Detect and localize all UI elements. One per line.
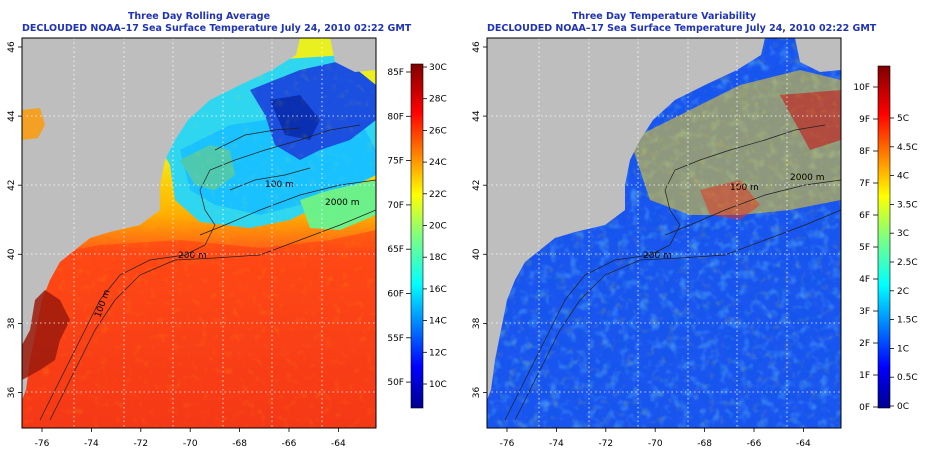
left-colorbar-c-label: 28C [429, 95, 447, 105]
left-lat-label: 44 [7, 110, 17, 122]
right-colorbar-f-label: 4F [859, 275, 870, 285]
right-lat-label: 46 [472, 41, 482, 53]
left-colorbar-c-label: 10C [429, 380, 447, 390]
left-lat-label: 36 [7, 387, 17, 399]
left-lat-label: 46 [7, 41, 17, 53]
left-lon-label: -76 [35, 439, 50, 449]
right-grid [487, 38, 841, 428]
right-colorbar-c-label: 3.5C [897, 200, 918, 210]
right-lon-label: -68 [697, 439, 712, 449]
right-contours [504, 124, 841, 421]
left-grid [22, 38, 376, 428]
left-map-frame [21, 37, 377, 429]
left-colorbar-c-label: 24C [429, 158, 447, 168]
right-colorbar-f-label: 2F [859, 339, 870, 349]
right-colorbar-f-label: 8F [859, 147, 870, 157]
right-colorbar-f-label: 10F [853, 83, 870, 93]
right-colorbar-f-label: 0F [859, 403, 870, 413]
left-colorbar-c-label: 16C [429, 285, 447, 295]
left-colorbar-f-label: 70F [387, 201, 404, 211]
left-colorbar-c-label: 22C [429, 190, 447, 200]
land-nova-scotia [330, 38, 376, 72]
left-colorbar-c-label: 12C [429, 348, 447, 358]
right-map-title: Three Day Temperature Variability [571, 11, 757, 22]
right-colorbar-c-label: 1C [897, 344, 909, 354]
right-colorbar-f-label: 6F [859, 211, 870, 221]
right-colorbar-c-label: 1.5C [897, 316, 918, 326]
left-colorbar-f-label: 65F [387, 245, 404, 255]
left-contours [39, 124, 376, 421]
right-lon-label: -70 [648, 439, 663, 449]
right-lat-label: 36 [472, 387, 482, 399]
right-colorbar-c-label: 2.5C [897, 258, 918, 268]
contour-label-200m-right: 200 m [643, 251, 672, 261]
left-lon-label: -68 [232, 439, 247, 449]
right-colorbar-c-label: 2C [897, 287, 909, 297]
left-map: 200 m 100 m 2000 m 100 m [22, 38, 376, 428]
right-colorbar-c-label: 4.5C [897, 143, 918, 153]
right-map: 200 m 2000 m 100 m [487, 38, 841, 428]
axes-layer: -76 -74 -72 -70 -68 -66 -64 46 44 42 40 38 36 -76 -74 -… [7, 41, 918, 449]
right-colorbar-f-label: 9F [859, 115, 870, 125]
left-lon-label: -66 [282, 439, 297, 449]
left-lon-label: -74 [84, 439, 99, 449]
right-lon-label: -66 [747, 439, 762, 449]
right-lat-label: 40 [472, 248, 482, 260]
left-colorbar-f-label: 80F [387, 112, 404, 122]
contour-label-2000m-left: 2000 m [325, 198, 360, 208]
left-colorbar-f-label: 50F [387, 378, 404, 388]
right-map-frame [486, 37, 842, 429]
right-lat-label: 38 [472, 317, 482, 329]
right-lon-label: -74 [549, 439, 564, 449]
right-colorbar-f-label: 7F [859, 179, 870, 189]
right-colorbar-c-label: 0C [897, 402, 909, 412]
right-colorbar [877, 65, 891, 409]
left-colorbar-c-label: 14C [429, 317, 447, 327]
right-lat-label: 42 [472, 179, 482, 190]
left-lat-label: 40 [7, 248, 17, 260]
left-map-title: Three Day Rolling Average [127, 11, 271, 22]
right-colorbar-f-label: 1F [859, 371, 870, 381]
contour-label-200m-left: 200 m [178, 251, 207, 261]
contour-label-2000m-right: 2000 m [790, 173, 825, 183]
left-lon-label: -70 [183, 439, 198, 449]
right-colorbar-f-label: 5F [859, 243, 870, 253]
right-colorbar-f-label: 3F [859, 307, 870, 317]
left-lat-label: 38 [7, 317, 17, 329]
land-us-coast [22, 38, 300, 400]
right-colorbar-c-label: 0.5C [897, 373, 918, 383]
left-lat-label: 42 [7, 179, 17, 190]
left-colorbar-f-label: 75F [387, 157, 404, 167]
left-colorbar-f-label: 55F [387, 334, 404, 344]
left-lon-label: -72 [133, 439, 148, 449]
left-colorbar-c-label: 30C [429, 63, 447, 73]
right-lon-label: -64 [796, 439, 811, 449]
right-colorbar-c-label: 4C [897, 172, 909, 182]
land-nova-scotia-right [795, 38, 841, 72]
right-colorbar-c-label: 5C [897, 114, 909, 124]
left-colorbar-c-label: 26C [429, 126, 447, 136]
contour-label-100m-right: 100 m [730, 183, 759, 193]
left-colorbar-f-label: 60F [387, 290, 404, 300]
land-us-coast-right [487, 38, 765, 400]
right-lon-label: -72 [598, 439, 613, 449]
left-colorbar-c-label: 20C [429, 222, 447, 232]
left-map-subtitle: DECLOUDED NOAA–17 Sea Surface Temperatur… [22, 23, 412, 34]
left-colorbar [410, 63, 424, 409]
right-colorbar-c-label: 3C [897, 229, 909, 239]
left-colorbar-f-label: 85F [387, 68, 404, 78]
left-lon-label: -64 [331, 439, 346, 449]
right-lat-label: 44 [472, 110, 482, 122]
right-lon-label: -76 [500, 439, 515, 449]
left-colorbar-c-label: 18C [429, 253, 447, 263]
right-map-subtitle: DECLOUDED NOAA–17 Sea Surface Temperatur… [487, 23, 877, 34]
